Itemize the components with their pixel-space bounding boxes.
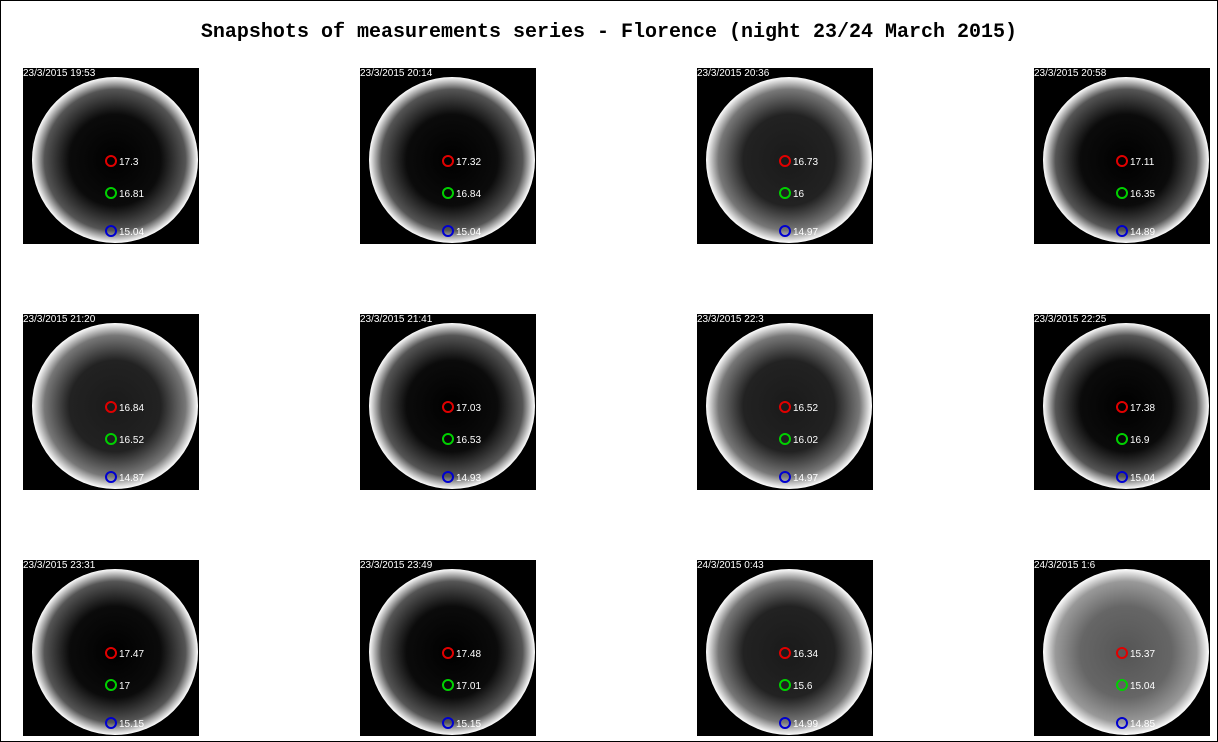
timestamp: 23/3/2015 22:3 [697, 314, 764, 325]
green-value: 16.81 [119, 189, 144, 200]
snapshot: 23/3/2015 22:25 17.38 16.9 15.04 [1034, 314, 1210, 490]
timestamp: 23/3/2015 23:49 [360, 560, 433, 571]
blue-marker [105, 471, 117, 483]
snapshot: 23/3/2015 20:14 17.32 16.84 15.04 [360, 68, 536, 244]
green-value: 16.02 [793, 435, 818, 446]
red-marker [442, 155, 454, 167]
green-value: 16.52 [119, 435, 144, 446]
snapshot: 23/3/2015 20:58 17.11 16.35 14.89 [1034, 68, 1210, 244]
green-value: 16.53 [456, 435, 481, 446]
timestamp: 23/3/2015 20:36 [697, 68, 770, 79]
timestamp: 23/3/2015 20:58 [1034, 68, 1107, 79]
red-marker [105, 647, 117, 659]
snapshot: 23/3/2015 22:3 16.52 16.02 14.97 [697, 314, 873, 490]
blue-value: 15.04 [456, 227, 481, 238]
green-marker [442, 187, 454, 199]
green-value: 16.84 [456, 189, 481, 200]
green-marker [779, 187, 791, 199]
blue-value: 14.97 [793, 473, 818, 484]
red-value: 16.84 [119, 403, 144, 414]
snapshot: 24/3/2015 1:6 15.37 15.04 14.85 [1034, 560, 1210, 736]
timestamp: 23/3/2015 21:41 [360, 314, 433, 325]
red-value: 16.73 [793, 157, 818, 168]
red-marker [779, 401, 791, 413]
blue-value: 14.85 [1130, 719, 1155, 730]
figure-title: Snapshots of measurements series - Flore… [200, 21, 1018, 44]
green-marker [105, 433, 117, 445]
green-marker [779, 679, 791, 691]
blue-value: 15.04 [1130, 473, 1155, 484]
blue-marker [1116, 225, 1128, 237]
blue-value: 15.04 [119, 227, 144, 238]
blue-marker [442, 225, 454, 237]
blue-marker [779, 717, 791, 729]
red-value: 16.34 [793, 649, 818, 660]
snapshot: 23/3/2015 19:53 17.3 16.81 15.04 [23, 68, 199, 244]
red-value: 17.11 [1130, 157, 1155, 168]
snapshot: 23/3/2015 20:36 16.73 16 14.97 [697, 68, 873, 244]
blue-marker [1116, 471, 1128, 483]
blue-value: 15.15 [119, 719, 144, 730]
red-value: 17.03 [456, 403, 481, 414]
red-value: 16.52 [793, 403, 818, 414]
blue-marker [442, 717, 454, 729]
green-value: 16 [793, 189, 805, 200]
green-value: 17.01 [456, 681, 481, 692]
timestamp: 23/3/2015 19:53 [23, 68, 96, 79]
red-value: 17.38 [1130, 403, 1155, 414]
red-marker [779, 155, 791, 167]
blue-marker [1116, 717, 1128, 729]
blue-marker [442, 471, 454, 483]
green-marker [779, 433, 791, 445]
blue-value: 14.97 [793, 227, 818, 238]
green-marker [105, 187, 117, 199]
timestamp: 23/3/2015 22:25 [1034, 314, 1107, 325]
red-marker [442, 401, 454, 413]
red-value: 17.48 [456, 649, 481, 660]
timestamp: 24/3/2015 1:6 [1034, 560, 1096, 571]
red-marker [1116, 401, 1128, 413]
snapshot: 23/3/2015 21:41 17.03 16.53 14.93 [360, 314, 536, 490]
red-value: 17.3 [119, 157, 139, 168]
blue-value: 14.93 [456, 473, 481, 484]
red-value: 15.37 [1130, 649, 1155, 660]
blue-marker [779, 471, 791, 483]
green-value: 15.6 [793, 681, 813, 692]
green-value: 15.04 [1130, 681, 1155, 692]
green-marker [1116, 433, 1128, 445]
green-value: 16.9 [1130, 435, 1150, 446]
red-marker [1116, 155, 1128, 167]
red-value: 17.47 [119, 649, 144, 660]
red-marker [1116, 647, 1128, 659]
snapshot: 23/3/2015 21:20 16.84 16.52 14.87 [23, 314, 199, 490]
blue-value: 14.87 [119, 473, 144, 484]
timestamp: 23/3/2015 21:20 [23, 314, 96, 325]
snapshot: 23/3/2015 23:31 17.47 17 15.15 [23, 560, 199, 736]
green-marker [1116, 679, 1128, 691]
blue-value: 15.15 [456, 719, 481, 730]
red-marker [105, 401, 117, 413]
green-value: 16.35 [1130, 189, 1155, 200]
timestamp: 23/3/2015 23:31 [23, 560, 96, 571]
timestamp: 23/3/2015 20:14 [360, 68, 433, 79]
green-marker [1116, 187, 1128, 199]
green-value: 17 [119, 681, 131, 692]
timestamp: 24/3/2015 0:43 [697, 560, 764, 571]
green-marker [442, 433, 454, 445]
red-marker [779, 647, 791, 659]
blue-marker [105, 225, 117, 237]
snapshot: 23/3/2015 23:49 17.48 17.01 15.15 [360, 560, 536, 736]
green-marker [442, 679, 454, 691]
red-marker [442, 647, 454, 659]
snapshot: 24/3/2015 0:43 16.34 15.6 14.99 [697, 560, 873, 736]
blue-value: 14.99 [793, 719, 818, 730]
red-marker [105, 155, 117, 167]
blue-value: 14.89 [1130, 227, 1155, 238]
blue-marker [105, 717, 117, 729]
red-value: 17.32 [456, 157, 481, 168]
green-marker [105, 679, 117, 691]
blue-marker [779, 225, 791, 237]
